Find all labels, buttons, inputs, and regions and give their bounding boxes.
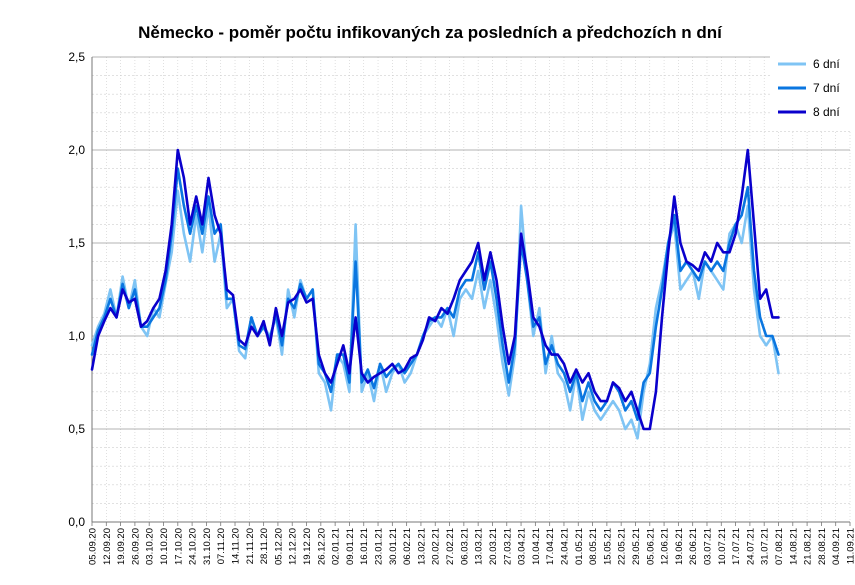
x-tick-label: 12.06.21: [660, 528, 671, 565]
legend-label: 7 dní: [813, 81, 840, 95]
x-tick-label: 20.03.21: [488, 528, 499, 565]
x-tick-label: 10.04.21: [531, 528, 542, 565]
x-tick-label: 03.07.21: [702, 528, 713, 565]
x-tick-label: 27.03.21: [502, 528, 513, 565]
x-tick-label: 17.10.20: [173, 528, 184, 565]
x-tick-label: 21.11.20: [245, 528, 256, 564]
x-tick-label: 01.05.21: [574, 528, 585, 565]
x-tick-label: 31.07.21: [760, 528, 771, 565]
x-tick-label: 07.11.20: [216, 528, 227, 564]
grid-major: [92, 56, 850, 523]
x-tick-label: 27.02.21: [445, 528, 456, 565]
y-tick-label: 2,5: [68, 50, 85, 64]
x-tick-label: 22.05.21: [617, 528, 628, 565]
x-tick-label: 10.07.21: [717, 528, 728, 565]
x-tick-label: 20.02.21: [431, 528, 442, 565]
x-tick-label: 14.08.21: [788, 528, 799, 565]
x-tick-label: 19.12.20: [302, 528, 313, 565]
x-tick-label: 28.11.20: [259, 528, 270, 564]
x-tick-label: 14.11.20: [231, 528, 242, 564]
x-axis: 05.09.20 12.09.20 19.09.20 26.09.20 03.10.20…: [88, 521, 855, 565]
x-tick-label: 12.09.20: [102, 528, 113, 565]
y-tick-label: 2,0: [68, 143, 85, 157]
x-tick-label: 09.01.21: [345, 528, 356, 565]
x-tick-label: 19.09.20: [116, 528, 127, 565]
x-tick-label: 23.01.21: [374, 528, 385, 565]
x-tick-label: 02.01.21: [331, 528, 342, 565]
x-tick-label: 05.09.20: [88, 528, 99, 565]
x-tick-label: 05.12.20: [273, 528, 284, 565]
x-tick-label: 24.04.21: [559, 528, 570, 565]
y-tick-label: 1,5: [68, 236, 85, 250]
legend-label: 6 dní: [813, 57, 840, 71]
plot-lines: [90, 148, 780, 440]
legend-label: 8 dní: [813, 105, 840, 119]
x-tick-label: 17.04.21: [545, 528, 556, 565]
legend: 6 dní 7 dní 8 dní: [770, 52, 854, 130]
x-tick-label: 28.08.21: [817, 528, 828, 565]
x-tick-label: 26.12.20: [316, 528, 327, 565]
y-tick-label: 1,0: [68, 329, 85, 343]
chart-title: Německo - poměr počtu infikovaných za po…: [138, 23, 723, 42]
x-tick-label: 21.08.21: [803, 528, 814, 565]
x-tick-label: 24.10.20: [188, 528, 199, 565]
series-line-2: [90, 167, 780, 422]
x-tick-label: 30.01.21: [388, 528, 399, 565]
x-tick-label: 06.02.21: [402, 528, 413, 565]
x-tick-label: 05.06.21: [645, 528, 656, 565]
x-tick-label: 12.12.20: [288, 528, 299, 565]
x-tick-label: 26.06.21: [688, 528, 699, 565]
x-tick-label: 15.05.21: [602, 528, 613, 565]
x-tick-label: 19.06.21: [674, 528, 685, 565]
grid-minor: [91, 57, 851, 522]
x-tick-label: 24.07.21: [745, 528, 756, 565]
x-tick-label: 11.09.21: [846, 528, 855, 564]
x-tick-label: 07.08.21: [774, 528, 785, 565]
x-tick-label: 26.09.20: [130, 528, 141, 565]
y-tick-label: 0,5: [68, 422, 85, 436]
x-tick-label: 06.03.21: [459, 528, 470, 565]
y-tick-label: 0,0: [68, 515, 85, 529]
x-tick-label: 04.09.21: [831, 528, 842, 565]
x-tick-label: 16.01.21: [359, 528, 370, 565]
x-tick-label: 13.02.21: [416, 528, 427, 565]
x-tick-label: 29.05.21: [631, 528, 642, 565]
y-axis: 0,0 0,5 1,0 1,5 2,0 2,5: [68, 50, 93, 529]
x-tick-label: 03.10.20: [145, 528, 156, 565]
x-tick-label: 31.10.20: [202, 528, 213, 565]
x-tick-label: 13.03.21: [474, 528, 485, 565]
x-tick-label: 08.05.21: [588, 528, 599, 565]
x-tick-label: 17.07.21: [731, 528, 742, 565]
series-line-3: [90, 148, 780, 431]
x-tick-label: 10.10.20: [159, 528, 170, 565]
x-tick-label: 03.04.21: [517, 528, 528, 565]
